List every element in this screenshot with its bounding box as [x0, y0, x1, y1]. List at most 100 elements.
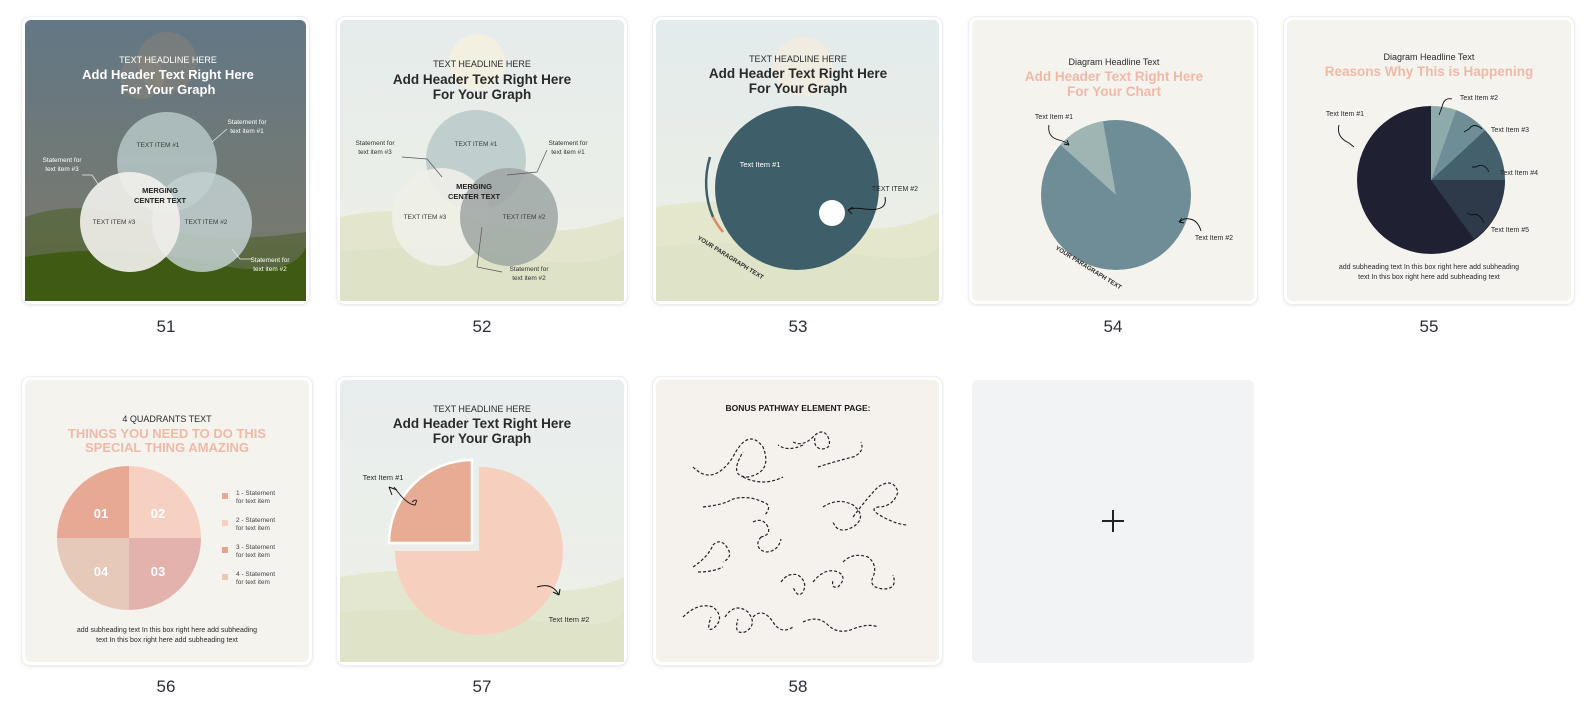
- subheading-line-1: add subheading text In this box right he…: [1339, 264, 1519, 271]
- venn-circle-2: [152, 172, 252, 272]
- header-line-2: For Your Graph: [433, 431, 532, 446]
- statement-1-line-1: Statement for: [548, 140, 588, 147]
- item-3-label: Text Item #3: [1491, 127, 1529, 134]
- legend-2-line-1: 2 - Statement: [236, 517, 275, 524]
- center-line-2: CENTER TEXT: [134, 196, 187, 205]
- legend-1-line-2: for text item: [236, 498, 270, 505]
- item-4-label: Text Item #4: [1500, 170, 1538, 177]
- statement-2-line-1: Statement for: [250, 257, 290, 264]
- page-thumbnail-58[interactable]: BONUS PATHWAY ELEMENT PAGE:: [653, 377, 942, 665]
- page-thumbnail-53[interactable]: TEXT HEADLINE HERE Add Header Text Right…: [653, 17, 942, 304]
- small-circle: [819, 200, 845, 226]
- subheading-line-1: add subheading text In this box right he…: [77, 627, 257, 634]
- page-thumbnail-57[interactable]: TEXT HEADLINE HERE Add Header Text Right…: [337, 377, 627, 665]
- statement-3-line-1: Statement for: [355, 140, 395, 147]
- quadrant-label-03: 03: [151, 564, 165, 579]
- item-2-label: Text Item #2: [549, 615, 590, 624]
- statement-1-line-2: text item #1: [230, 128, 264, 135]
- pie-chart: [1357, 105, 1505, 254]
- statement-3-line-1: Statement for: [42, 157, 82, 164]
- pathway-elements: [682, 431, 909, 634]
- page-number-54: 54: [1103, 317, 1123, 336]
- headline: TEXT HEADLINE HERE: [119, 55, 217, 65]
- page-number-52: 52: [472, 317, 492, 336]
- header-line-2: For Your Graph: [121, 82, 216, 97]
- legend-4-line-2: for text item: [236, 579, 270, 586]
- header-line-1: Add Header Text Right Here: [1025, 69, 1204, 84]
- pie-slice-2: [1431, 105, 1456, 180]
- item-2-label: Text Item #2: [1460, 95, 1498, 102]
- header-line-2: SPECIAL THING AMAZING: [85, 440, 249, 455]
- venn-item-3: TEXT ITEM #3: [404, 214, 447, 221]
- item-1-label: Text Item #1: [740, 160, 781, 169]
- pie-slice-5: [1431, 180, 1505, 239]
- statement-3-line-2: text item #3: [45, 166, 79, 173]
- headline: TEXT HEADLINE HERE: [433, 404, 531, 414]
- center-line-2: CENTER TEXT: [448, 192, 501, 201]
- item-1-label: Text Item #1: [1326, 111, 1364, 118]
- subheading-line-2: text In this box right here add subheadi…: [1358, 274, 1500, 281]
- item-2-label: Text Item #2: [1195, 235, 1233, 242]
- statement-1-line-2: text item #1: [551, 149, 585, 156]
- page-number-58: 58: [788, 677, 808, 696]
- statement-2-line-2: text item #2: [512, 275, 546, 282]
- statement-2-line-2: text item #2: [253, 266, 287, 273]
- header-line-2: For Your Chart: [1067, 84, 1162, 99]
- pie-large-slice: [395, 467, 563, 635]
- item-1-label: Text Item #1: [363, 473, 404, 482]
- legend-2-line-2: for text item: [236, 525, 270, 532]
- page-number-57: 57: [472, 677, 492, 696]
- quadrant-04: [57, 538, 129, 610]
- quadrant-03: [129, 538, 201, 610]
- header-line-1: Add Header Text Right Here: [82, 67, 254, 82]
- venn-circle-3: [80, 172, 180, 272]
- venn-circle-2: [460, 168, 558, 266]
- center-line-1: MERGING: [142, 186, 178, 195]
- item-1-label: Text Item #1: [1035, 114, 1073, 121]
- header-line-2: For Your Graph: [433, 87, 532, 102]
- page-number-51: 51: [156, 317, 176, 336]
- legend-swatch-2: [222, 520, 228, 526]
- page-thumbnail-54[interactable]: Diagram Headline Text Add Header Text Ri…: [969, 17, 1257, 304]
- page-thumbnail-52[interactable]: TEXT HEADLINE HERE Add Header Text Right…: [337, 17, 627, 304]
- statement-3-line-2: text item #3: [358, 149, 392, 156]
- pie-pulled-slice: [387, 458, 474, 545]
- legend-3-line-1: 3 - Statement: [236, 544, 275, 551]
- pie-slice-small: [1060, 121, 1116, 195]
- legend-swatch-3: [222, 547, 228, 553]
- pie-slice-3: [1431, 110, 1485, 180]
- bonus-title: BONUS PATHWAY ELEMENT PAGE:: [726, 403, 871, 413]
- venn-item-2: TEXT ITEM #2: [185, 219, 228, 226]
- headline: Diagram Headline Text: [1384, 52, 1475, 62]
- item-2-label: TEXT ITEM #2: [872, 186, 918, 193]
- center-line-1: MERGING: [456, 182, 492, 191]
- page-thumbnail-56[interactable]: 4 QUADRANTS TEXT THINGS YOU NEED TO DO T…: [22, 377, 312, 665]
- subheading-line-2: text In this box right here add subheadi…: [96, 637, 238, 644]
- header-line-1: Add Header Text Right Here: [393, 416, 572, 431]
- quadrant-label-04: 04: [94, 564, 109, 579]
- header-line-1: Add Header Text Right Here: [709, 66, 888, 81]
- add-page-button[interactable]: [972, 380, 1254, 663]
- page-thumbnail-55[interactable]: Diagram Headline Text Reasons Why This i…: [1284, 17, 1574, 304]
- item-5-label: Text Item #5: [1491, 227, 1529, 234]
- legend-1-line-1: 1 - Statement: [236, 490, 275, 497]
- headline: TEXT HEADLINE HERE: [749, 54, 847, 64]
- venn-item-3: TEXT ITEM #3: [93, 219, 136, 226]
- quadrant-label-01: 01: [94, 506, 108, 521]
- plus-icon-vertical: [1112, 510, 1114, 532]
- legend-3-line-2: for text item: [236, 552, 270, 559]
- big-circle: [715, 106, 879, 270]
- quadrant-01: [57, 466, 129, 538]
- statement-1-line-1: Statement for: [227, 119, 267, 126]
- legend-4-line-1: 4 - Statement: [236, 571, 275, 578]
- statement-2-line-1: Statement for: [509, 266, 549, 273]
- page-thumbnail-51[interactable]: TEXT HEADLINE HERE Add Header Text Right…: [22, 17, 309, 304]
- header: Reasons Why This is Happening: [1325, 64, 1534, 79]
- header-line-1: Add Header Text Right Here: [393, 72, 572, 87]
- header-line-1: THINGS YOU NEED TO DO THIS: [68, 426, 266, 441]
- headline: TEXT HEADLINE HERE: [433, 59, 531, 69]
- venn-circle-3: [392, 168, 490, 266]
- page-number-55: 55: [1419, 317, 1439, 336]
- venn-item-1: TEXT ITEM #1: [455, 141, 498, 148]
- headline: 4 QUADRANTS TEXT: [122, 414, 212, 424]
